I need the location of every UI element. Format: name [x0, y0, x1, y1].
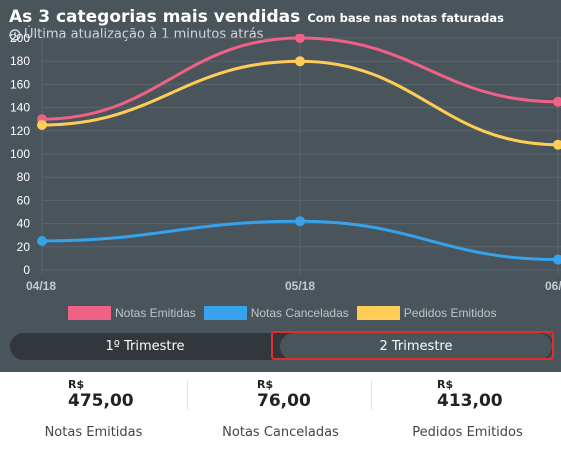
- stat-value: 76,00: [257, 391, 311, 411]
- legend-swatch: [68, 306, 111, 320]
- line-chart: 0 20 40 60 80 100 120 140 160 180 200 04/18 05/18 06/: [10, 34, 561, 293]
- legend-item-pedidos-emitidos[interactable]: Pedidos Emitidos: [356, 306, 497, 320]
- y-tick-label: 20: [17, 240, 31, 254]
- stat-value: 475,00: [68, 391, 134, 411]
- stat-label: Pedidos Emitidos: [412, 425, 523, 440]
- legend-swatch: [203, 306, 247, 320]
- stat-value: 413,00: [437, 391, 503, 411]
- stat-divider: [187, 380, 188, 410]
- stat-notas-canceladas: R$ 76,00 Notas Canceladas: [187, 372, 374, 460]
- title-row: As 3 categorias mais vendidas Com base n…: [9, 7, 504, 27]
- stat-currency: R$: [68, 378, 85, 391]
- legend-label: Pedidos Emitidos: [403, 306, 497, 320]
- y-tick-label: 100: [10, 147, 30, 161]
- stat-currency: R$: [257, 378, 274, 391]
- y-tick-label: 120: [10, 124, 30, 138]
- stat-currency: R$: [437, 378, 454, 391]
- data-point-pedidos-emitidos: [295, 56, 305, 67]
- x-tick-label: 06/: [545, 279, 561, 293]
- stats-row: R$ 475,00 Notas Emitidas R$ 76,00 Notas …: [0, 372, 561, 460]
- y-tick-label: 60: [17, 193, 31, 207]
- data-point-notas-emitidas: [295, 34, 305, 43]
- data-point-notas-canceladas: [295, 216, 305, 227]
- stat-label: Notas Canceladas: [222, 425, 339, 440]
- x-tick-label: 04/18: [26, 279, 56, 293]
- chart-legend: Notas Emitidas Notas Canceladas Pedidos Em…: [68, 306, 504, 320]
- stat-pedidos-emitidos: R$ 413,00 Pedidos Emitidos: [374, 372, 561, 460]
- legend-label: Notas Emitidas: [115, 306, 196, 320]
- y-tick-label: 0: [23, 263, 30, 277]
- legend-item-notas-emitidas[interactable]: Notas Emitidas: [68, 306, 196, 320]
- chart-subtitle: Com base nas notas faturadas: [307, 11, 505, 25]
- tab-second-quarter[interactable]: 2 Trimestre: [280, 333, 552, 360]
- x-tick-label: 05/18: [285, 279, 315, 293]
- chart-title: As 3 categorias mais vendidas: [9, 7, 301, 27]
- legend-label: Notas Canceladas: [250, 306, 349, 320]
- clock-icon: [9, 28, 21, 41]
- stat-divider: [371, 380, 372, 410]
- legend-swatch: [356, 306, 400, 320]
- data-point-notas-canceladas: [37, 236, 47, 246]
- tab-first-quarter[interactable]: 1º Trimestre: [105, 339, 185, 354]
- data-point-notas-emitidas: [553, 96, 561, 107]
- data-point-pedidos-emitidos: [37, 120, 47, 130]
- y-tick-label: 80: [17, 170, 31, 184]
- data-point-notas-canceladas: [553, 254, 561, 265]
- y-tick-label: 140: [10, 101, 30, 115]
- y-tick-label: 180: [10, 54, 30, 68]
- stat-notas-emitidas: R$ 475,00 Notas Emitidas: [0, 372, 187, 460]
- data-point-pedidos-emitidos: [553, 139, 561, 150]
- quarter-tabs: 1º Trimestre 2 Trimestre: [10, 333, 554, 360]
- legend-item-notas-canceladas[interactable]: Notas Canceladas: [203, 306, 349, 320]
- chart-panel: As 3 categorias mais vendidas Com base n…: [0, 0, 561, 372]
- y-tick-label: 40: [17, 217, 31, 231]
- y-tick-label: 160: [10, 77, 30, 91]
- y-tick-label: 200: [10, 34, 30, 45]
- stat-label: Notas Emitidas: [44, 425, 143, 440]
